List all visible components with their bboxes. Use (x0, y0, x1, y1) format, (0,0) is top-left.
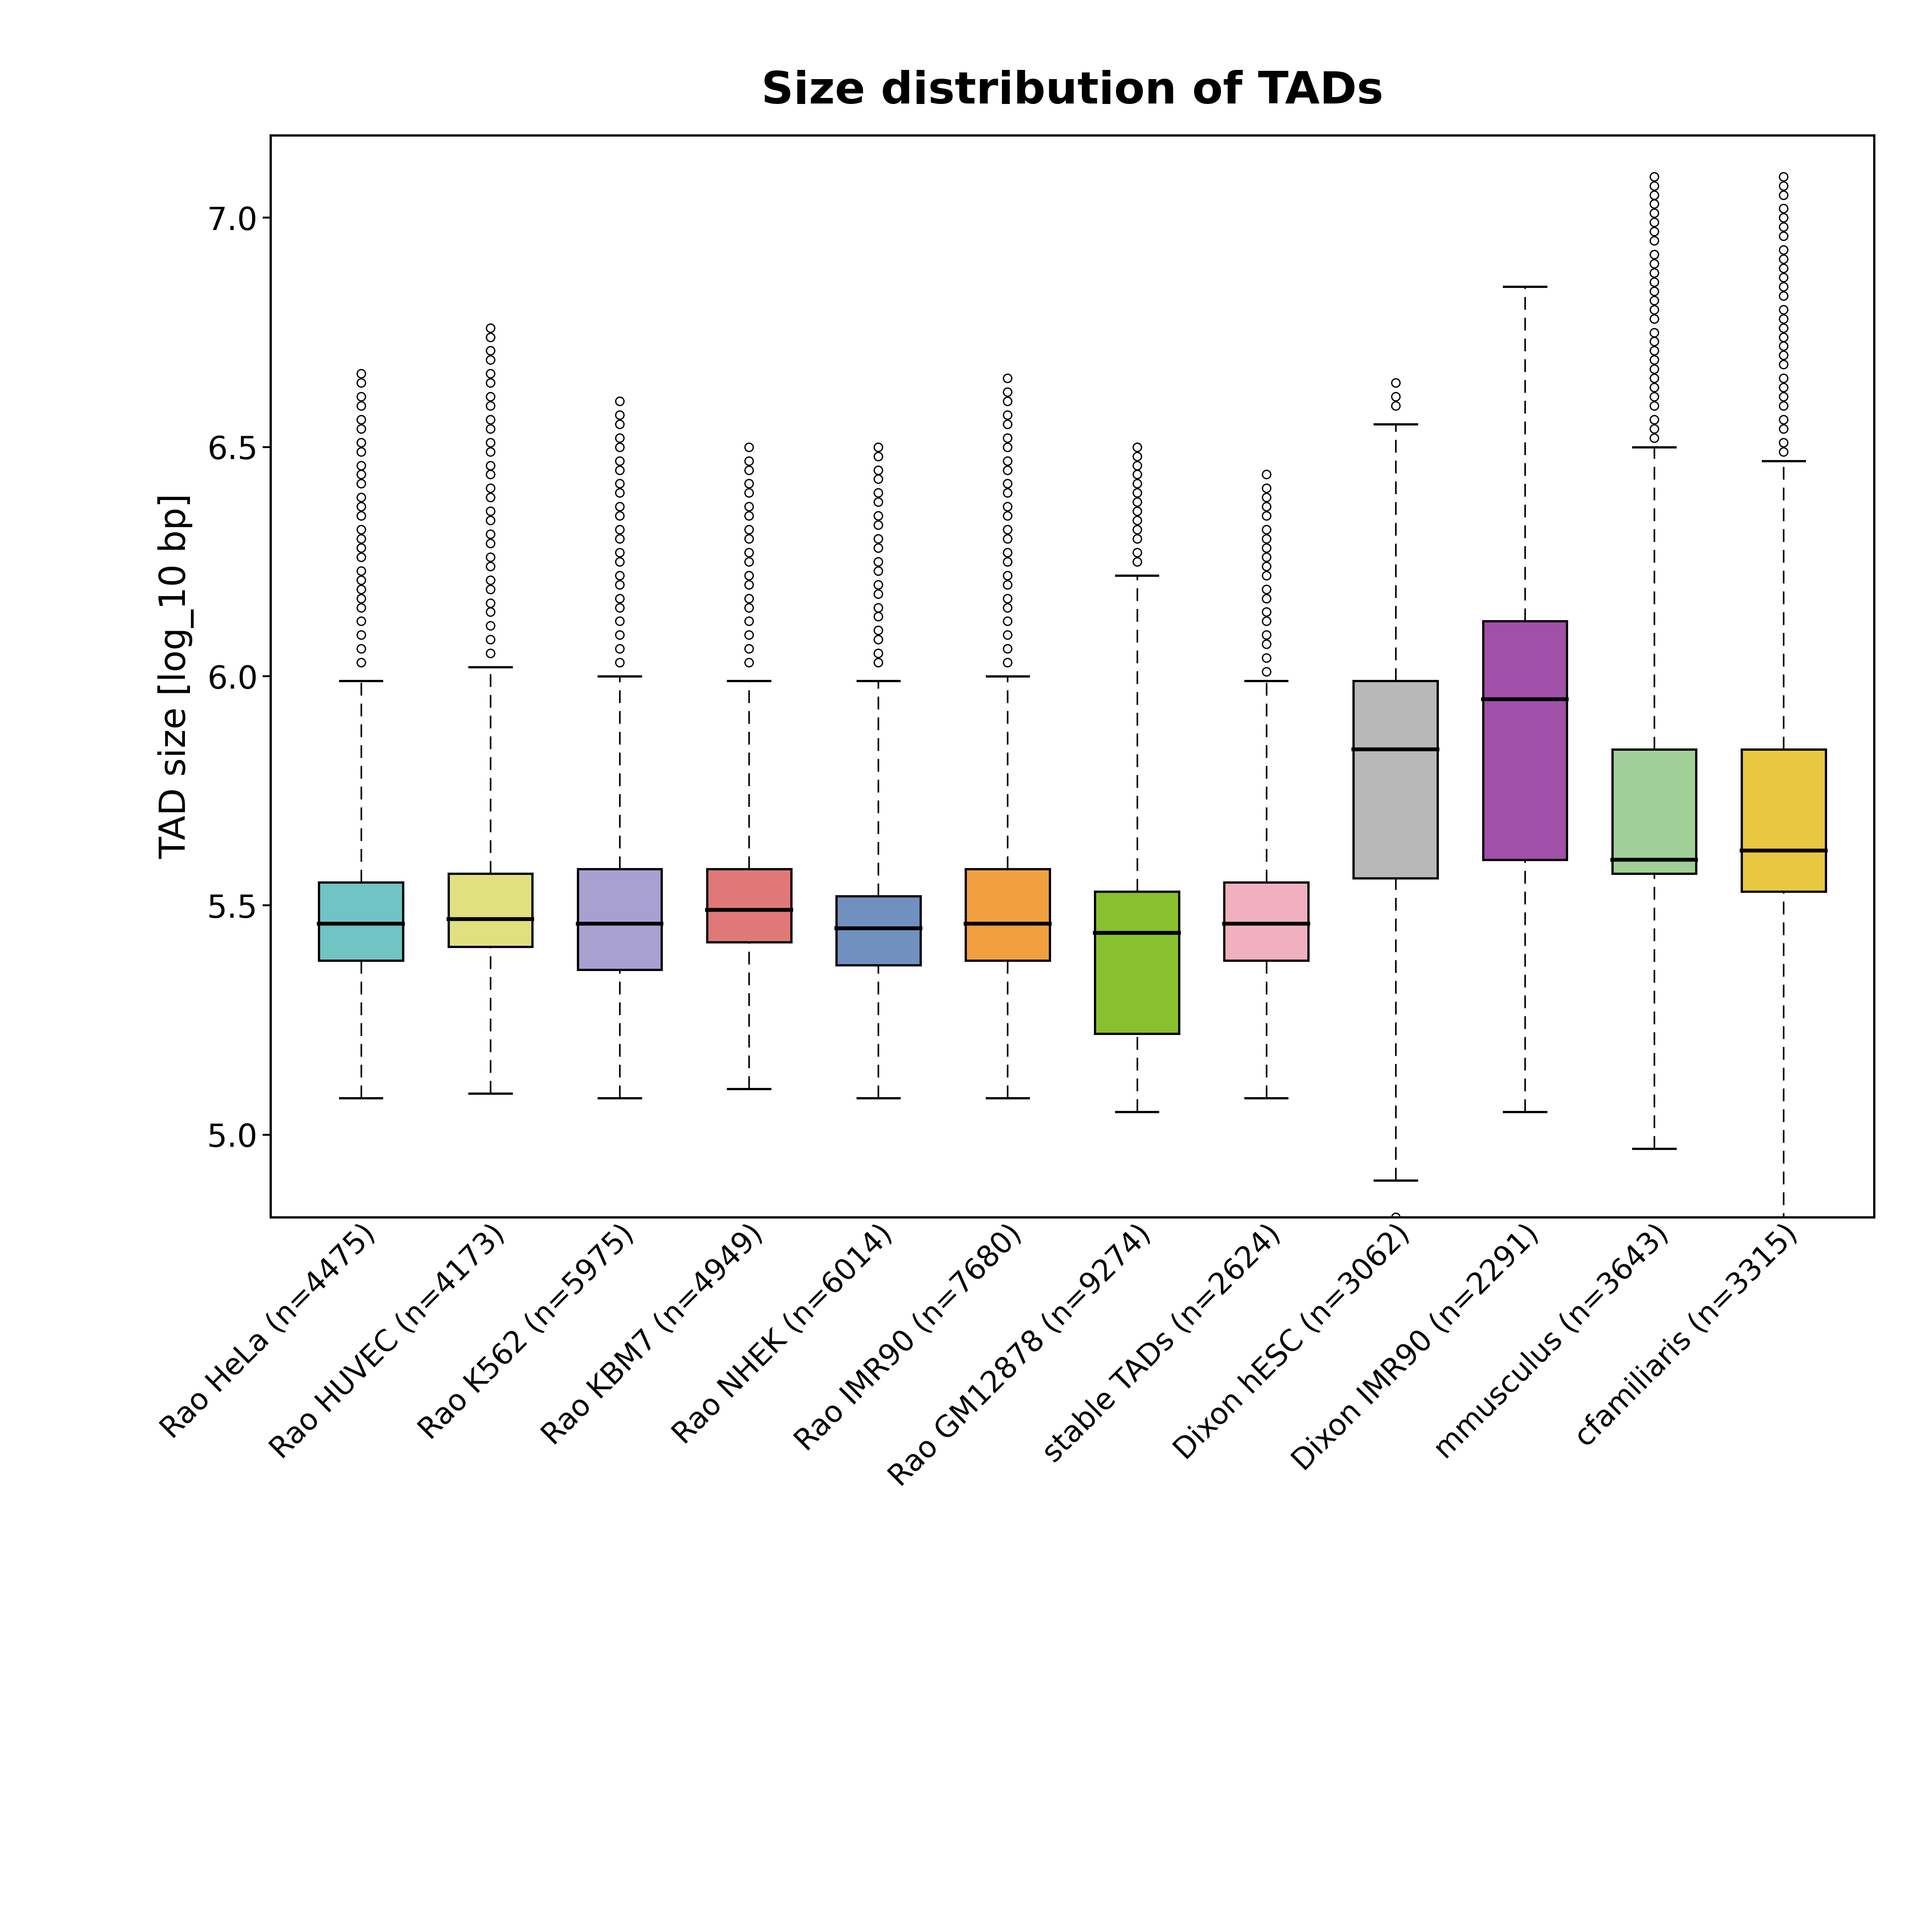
Title: Size distribution of TADs: Size distribution of TADs (761, 70, 1383, 112)
FancyBboxPatch shape (966, 869, 1049, 960)
FancyBboxPatch shape (1354, 680, 1437, 877)
Y-axis label: TAD size [log_10 bp]: TAD size [log_10 bp] (158, 493, 193, 860)
FancyBboxPatch shape (1095, 893, 1179, 1034)
FancyBboxPatch shape (1484, 622, 1567, 860)
FancyBboxPatch shape (837, 896, 920, 964)
FancyBboxPatch shape (319, 883, 404, 960)
FancyBboxPatch shape (707, 869, 790, 943)
FancyBboxPatch shape (1611, 750, 1696, 873)
FancyBboxPatch shape (1225, 883, 1308, 960)
FancyBboxPatch shape (578, 869, 661, 970)
FancyBboxPatch shape (1741, 750, 1826, 893)
FancyBboxPatch shape (448, 873, 533, 947)
